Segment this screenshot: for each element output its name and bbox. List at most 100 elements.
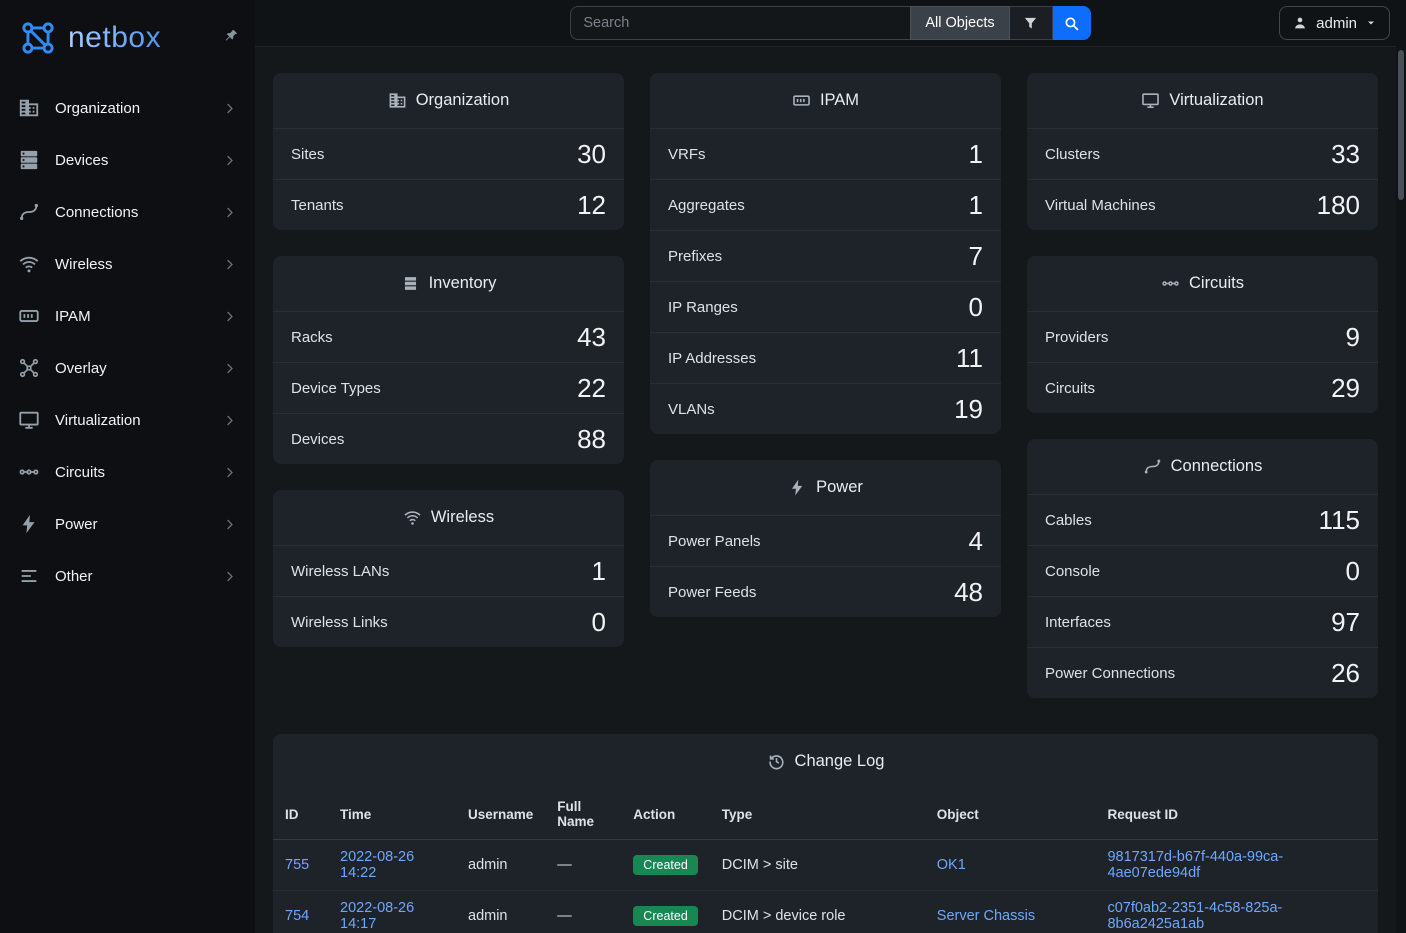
stat-value-wireless-lans[interactable]: 1 xyxy=(591,555,606,586)
sidebar-item-connections[interactable]: Connections xyxy=(0,186,255,238)
card-circuits-header: Circuits xyxy=(1027,256,1378,311)
stat-value-ip-addresses[interactable]: 11 xyxy=(956,342,983,373)
card-title-circuits: Circuits xyxy=(1188,274,1244,292)
changelog-time-link[interactable]: 2022-08-26 14:17 xyxy=(340,900,415,932)
card-circuits: Circuits Providers 9 Circuits 29 xyxy=(1027,256,1378,413)
stat-label-wireless-lans: Wireless LANs xyxy=(291,562,390,580)
transit-icon xyxy=(1161,274,1180,293)
changelog-request-id-link[interactable]: c07f0ab2-2351-4c58-825a-8b6a2425a1ab xyxy=(1107,900,1283,932)
sidebar-item-devices[interactable]: Devices xyxy=(0,134,255,186)
stat-value-vlans[interactable]: 19 xyxy=(954,393,983,424)
stat-value-tenants[interactable]: 12 xyxy=(577,189,606,220)
stat-value-clusters[interactable]: 33 xyxy=(1331,138,1360,169)
sidebar-item-wireless[interactable]: Wireless xyxy=(0,238,255,290)
changelog-type: DCIM > site xyxy=(709,839,925,891)
stat-value-wireless-links[interactable]: 0 xyxy=(591,606,606,637)
card-inventory-header: Inventory xyxy=(273,256,624,311)
brand-name: netbox xyxy=(68,21,162,54)
stat-row-racks: Racks 43 xyxy=(273,311,624,362)
changelog-id-link[interactable]: 755 xyxy=(285,857,310,873)
sidebar-nav: Organization Devices Connections Wireles… xyxy=(0,66,255,602)
sidebar-item-other[interactable]: Other xyxy=(0,550,255,602)
changelog-table: ID Time Username Full Name Action Type Object R… xyxy=(273,789,1378,933)
stat-value-aggregates[interactable]: 1 xyxy=(968,189,983,220)
stat-label-ip-addresses: IP Addresses xyxy=(668,349,757,367)
changelog-username: admin xyxy=(456,839,546,891)
chevron-right-icon xyxy=(222,517,237,532)
card-title-wireless: Wireless xyxy=(430,508,495,526)
card-title-inventory: Inventory xyxy=(428,274,497,292)
sidebar-item-label: Virtualization xyxy=(55,411,141,429)
search-input[interactable] xyxy=(570,6,911,40)
chevron-right-icon xyxy=(222,569,237,584)
stat-row-sites: Sites 30 xyxy=(273,128,624,179)
chevron-right-icon xyxy=(222,413,237,428)
stat-row-prefixes: Prefixes 7 xyxy=(650,230,1001,281)
stat-value-cables[interactable]: 115 xyxy=(1318,504,1360,535)
stat-value-sites[interactable]: 30 xyxy=(577,138,606,169)
stat-value-vrfs[interactable]: 1 xyxy=(968,138,983,169)
stat-label-virtual-machines: Virtual Machines xyxy=(1045,196,1156,214)
main-content: Organization Sites 30 Tenants 12 Invento… xyxy=(255,47,1406,933)
card-wireless: Wireless Wireless LANs 1 Wireless Links … xyxy=(273,490,624,647)
sidebar-item-label: IPAM xyxy=(55,307,91,325)
changelog-type: DCIM > device role xyxy=(709,890,925,933)
stat-row-power-connections: Power Connections 26 xyxy=(1027,647,1378,698)
changelog-col-full-name: Full Name xyxy=(545,789,622,840)
sidebar-item-ipam[interactable]: IPAM xyxy=(0,290,255,342)
sidebar-item-power[interactable]: Power xyxy=(0,498,255,550)
stat-value-power-feeds[interactable]: 48 xyxy=(954,576,983,607)
stat-value-power-connections[interactable]: 26 xyxy=(1331,657,1360,688)
filter-button[interactable] xyxy=(1009,6,1053,40)
sidebar-item-overlay[interactable]: Overlay xyxy=(0,342,255,394)
search-submit-button[interactable] xyxy=(1052,6,1091,40)
stats-column-2: IPAM VRFs 1 Aggregates 1 Prefixes 7 IP R… xyxy=(650,73,1001,617)
stat-value-ip-ranges[interactable]: 0 xyxy=(968,291,983,322)
sidebar-item-circuits[interactable]: Circuits xyxy=(0,446,255,498)
stat-value-prefixes[interactable]: 7 xyxy=(968,240,983,271)
card-virtualization-header: Virtualization xyxy=(1027,73,1378,128)
monitor-icon xyxy=(18,409,40,431)
pin-icon[interactable] xyxy=(223,28,239,44)
stat-value-device-types[interactable]: 22 xyxy=(577,372,606,403)
chevron-right-icon xyxy=(222,101,237,116)
flash-icon xyxy=(18,513,40,535)
changelog-object-link[interactable]: Server Chassis xyxy=(936,908,1036,924)
graph-icon xyxy=(18,357,40,379)
stat-label-ip-ranges: IP Ranges xyxy=(668,298,738,316)
sidebar-item-label: Overlay xyxy=(55,359,107,377)
stat-value-virtual-machines[interactable]: 180 xyxy=(1316,189,1360,220)
netbox-logo-icon xyxy=(16,16,60,60)
user-menu[interactable]: admin xyxy=(1279,6,1390,40)
stat-value-racks[interactable]: 43 xyxy=(577,321,606,352)
chevron-right-icon xyxy=(222,361,237,376)
building-icon xyxy=(18,97,40,119)
sidebar-item-label: Other xyxy=(55,567,93,585)
object-type-dropdown[interactable]: All Objects xyxy=(910,6,1010,40)
chevron-right-icon xyxy=(222,465,237,480)
stat-value-devices[interactable]: 88 xyxy=(577,423,606,454)
stats-column-3: Virtualization Clusters 33 Virtual Machi… xyxy=(1027,73,1378,698)
sidebar-item-organization[interactable]: Organization xyxy=(0,82,255,134)
chevron-right-icon xyxy=(222,257,237,272)
card-ipam: IPAM VRFs 1 Aggregates 1 Prefixes 7 IP R… xyxy=(650,73,1001,434)
stat-value-circuits[interactable]: 29 xyxy=(1331,372,1360,403)
stat-value-providers[interactable]: 9 xyxy=(1345,321,1360,352)
sidebar-item-virtualization[interactable]: Virtualization xyxy=(0,394,255,446)
stat-value-power-panels[interactable]: 4 xyxy=(968,525,983,556)
changelog-request-id-link[interactable]: 9817317d-b67f-440a-99ca-4ae07ede94df xyxy=(1107,849,1284,881)
stat-label-devices: Devices xyxy=(291,430,345,448)
card-connections-header: Connections xyxy=(1027,439,1378,494)
changelog-id-link[interactable]: 754 xyxy=(285,908,310,924)
stat-value-console[interactable]: 0 xyxy=(1345,555,1360,586)
action-created-badge: Created xyxy=(633,855,698,875)
scrollbar-thumb[interactable] xyxy=(1398,50,1404,200)
changelog-object-link[interactable]: OK1 xyxy=(936,857,966,873)
filter-icon xyxy=(1022,15,1039,32)
card-title-ipam: IPAM xyxy=(819,91,860,109)
brand-header: netbox xyxy=(0,0,255,66)
changelog-time-link[interactable]: 2022-08-26 14:22 xyxy=(340,849,415,881)
stat-row-providers: Providers 9 xyxy=(1027,311,1378,362)
stat-value-interfaces[interactable]: 97 xyxy=(1331,606,1360,637)
card-power: Power Power Panels 4 Power Feeds 48 xyxy=(650,460,1001,617)
